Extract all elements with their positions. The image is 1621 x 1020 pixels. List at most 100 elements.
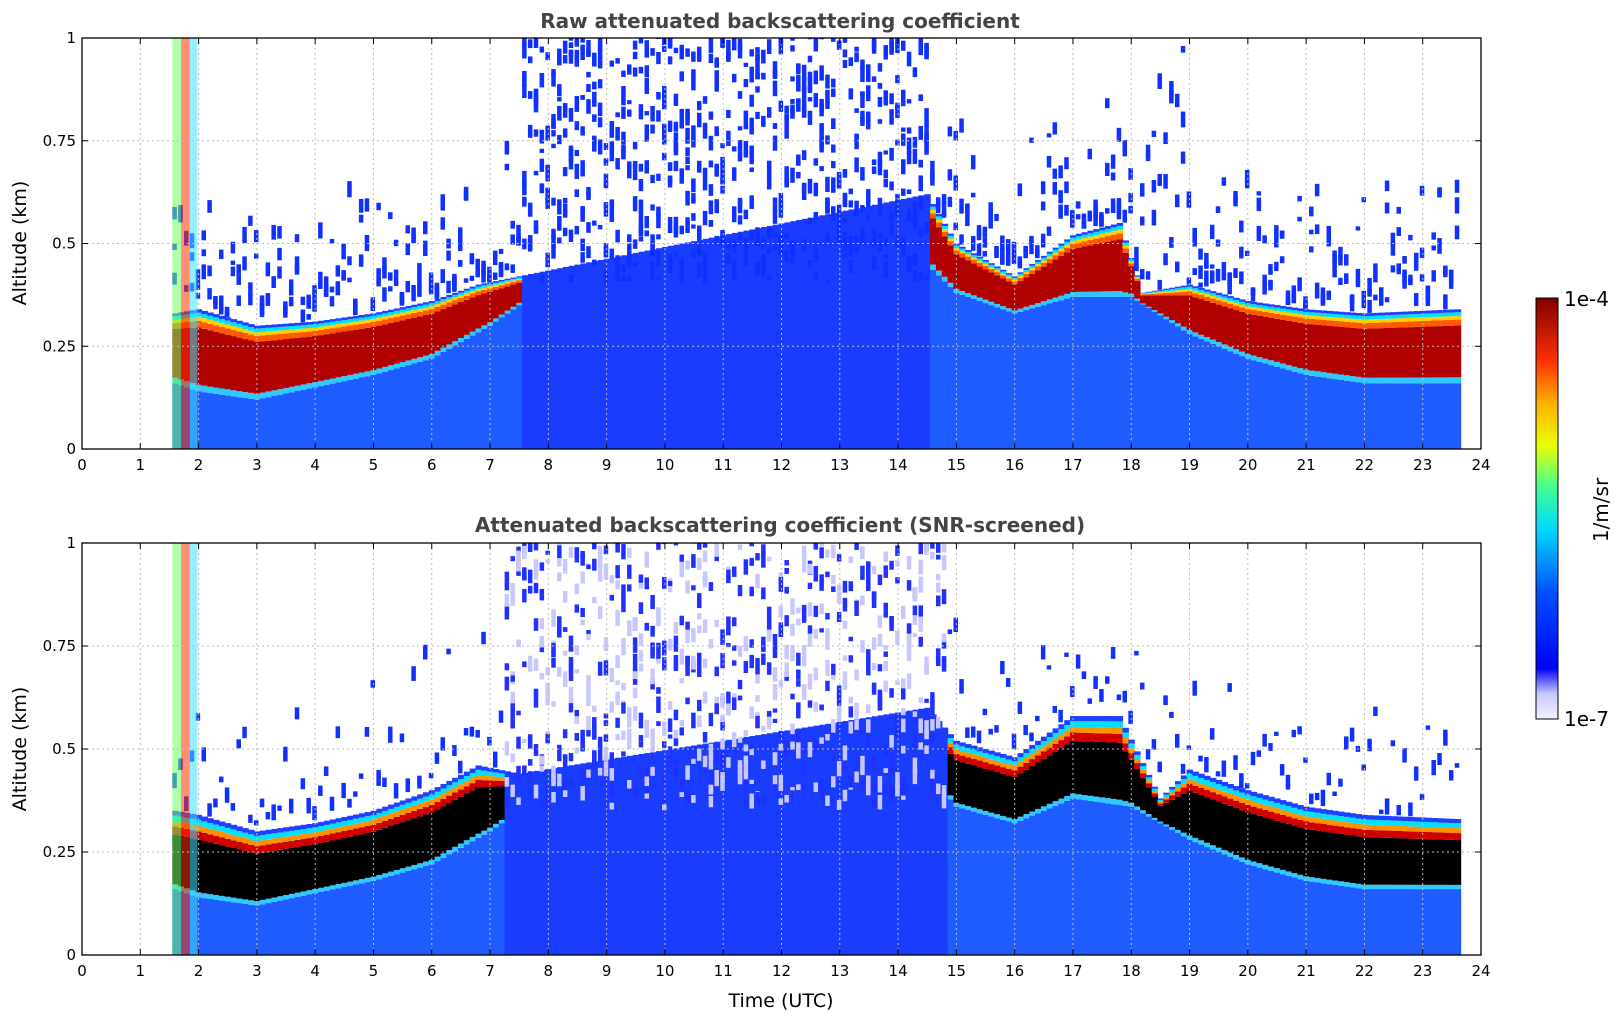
panel-screened-noise-cell [615,691,620,706]
panel-screened-layer-cell [1291,813,1298,819]
panel-raw-layer-cell [1134,278,1141,281]
panel-screened-noise-cell [650,594,655,609]
panel-raw-layer-cell [1209,339,1217,344]
panel-raw-layer-cell [1320,319,1328,326]
panel-screened-noise-cell [347,798,352,808]
panel-screened-noise-cell [452,745,457,757]
panel-raw-noise-cell [580,94,585,100]
panel-screened-noise-cell [673,621,679,634]
panel-screened-layer-cell [1035,745,1042,751]
panel-screened-heatmap-column [650,594,657,955]
panel-screened-boundary-layer-cell [236,903,243,955]
panel-screened-layer-cell [994,756,1001,761]
panel-raw-layer-cell [941,226,949,229]
panel-screened-noise-cell [761,646,766,652]
panel-raw-layer-cell [1023,271,1030,275]
panel-screened-noise-cell [597,745,603,762]
panel-screened-layer-cell [947,753,955,796]
panel-screened-noise-cell [510,691,515,704]
panel-screened-layer-cell [469,768,477,773]
panel-screened-noise-cell [224,787,230,803]
panel-raw-heatmap-column [900,40,908,449]
panel-raw-boundary-layer-cell [627,254,634,449]
panel-raw-xtick-label: 5 [369,456,379,474]
panel-raw-layer-cell [457,338,465,343]
panel-raw-layer-cell [1332,311,1339,315]
panel-screened-layer-cell [347,819,354,825]
panel-raw-noise-cell [813,247,819,258]
panel-screened-noise-cell [510,556,515,562]
panel-raw-layer-cell [283,387,290,394]
panel-screened-noise-cell [953,617,958,632]
panel-screened-boundary-layer-cell [533,770,541,955]
panel-raw-layer-cell [1087,245,1094,292]
panel-screened-layer-cell [1134,806,1141,810]
panel-raw-heatmap-column [335,265,342,449]
panel-raw-layer-cell [335,318,342,321]
panel-screened-layer-cell [1209,792,1217,800]
panel-screened-layer-cell [294,892,302,897]
panel-screened-noise-cell [842,789,848,802]
panel-raw-layer-cell [1396,311,1403,315]
panel-screened-noise-cell [900,780,906,796]
panel-raw-noise-cell [632,141,638,150]
panel-screened-layer-cell [1058,748,1065,799]
panel-screened-noise-cell [423,644,428,660]
panel-raw-layer-cell [1151,295,1159,311]
panel-raw-layer-cell [1396,327,1403,378]
panel-raw-noise-cell [702,167,708,177]
panel-screened-noise-cell [866,649,871,665]
panel-screened-noise-cell [941,543,947,553]
panel-screened-layer-cell [376,812,383,818]
panel-raw-layer-cell [1105,235,1112,242]
panel-raw-heatmap-column [358,198,366,449]
panel-screened-boundary-layer-cell [283,899,290,955]
panel-raw-boundary-layer-cell [959,294,966,449]
panel-raw-layer-cell [1285,315,1293,321]
panel-raw-noise-cell [982,250,988,257]
panel-raw-noise-cell [679,168,684,184]
panel-screened-layer-cell [358,813,366,818]
panel-raw-layer-cell [253,328,261,333]
panel-raw-layer-cell [1250,304,1258,308]
panel-screened-layer-cell [428,799,436,806]
panel-raw-noise-cell [1221,273,1227,281]
panel-raw-noise-cell [1361,290,1367,297]
panel-screened-noise-cell [930,774,935,786]
panel-screened-layer-cell [1314,812,1322,818]
panel-screened-boundary-layer-cell [1005,821,1013,955]
panel-screened-layer-cell [994,752,1001,757]
panel-raw-noise-cell [1000,253,1005,265]
panel-raw-noise-cell [568,107,574,122]
panel-screened-layer-cell [364,833,372,878]
panel-raw-boundary-layer-cell [976,301,984,449]
panel-raw-noise-cell [667,38,673,49]
panel-raw-layer-cell [1087,239,1094,246]
panel-screened-noise-cell [860,546,865,560]
panel-screened-boundary-layer-cell [411,869,418,955]
panel-screened-noise-cell [766,556,772,562]
panel-raw-ylabel: Altitude (km) [9,181,31,306]
panel-screened-layer-cell [1075,732,1083,742]
panel-screened-noise-cell [696,715,702,728]
panel-raw-layer-cell [959,253,966,258]
panel-screened-layer-cell [353,828,360,836]
panel-raw-layer-cell [253,393,261,400]
panel-raw-noise-cell [562,197,568,204]
panel-raw-boundary-layer-cell [1402,383,1409,449]
panel-raw-layer-cell [224,328,232,335]
panel-raw-noise-cell [644,132,650,142]
panel-raw-heatmap-column [766,39,774,449]
panel-raw-layer-cell [469,331,477,336]
panel-raw-layer-cell [294,337,302,386]
panel-screened-layer-cell [1361,884,1368,890]
panel-screened-layer-cell [1233,790,1240,796]
panel-screened-layer-cell [1058,729,1065,735]
panel-screened-noise-cell [982,708,988,716]
panel-raw-noise-cell [1425,295,1431,307]
panel-raw-layer-cell [1081,246,1089,292]
panel-raw-boundary-layer-cell [708,237,716,449]
panel-raw-boundary-layer-cell [283,393,290,449]
panel-raw-noise-cell [918,125,923,139]
panel-screened-heatmap-column [469,726,477,955]
